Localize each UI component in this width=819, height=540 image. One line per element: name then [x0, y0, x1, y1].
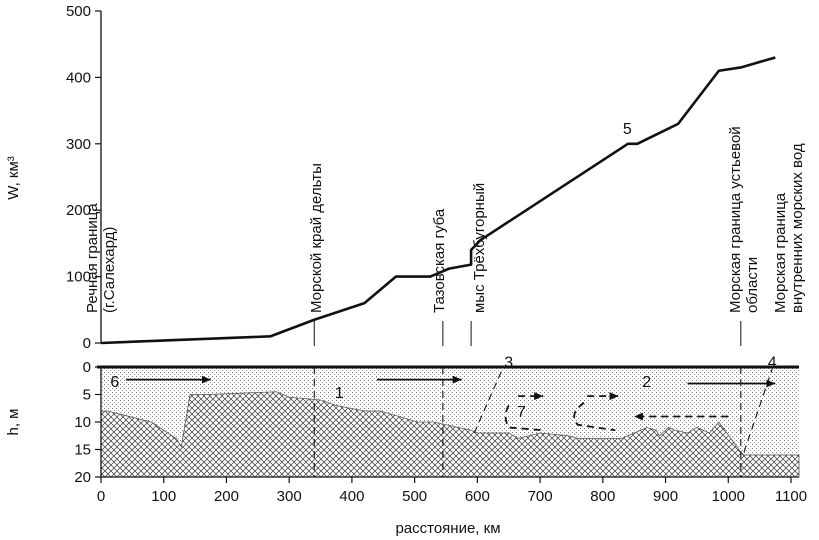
volume-y-tick-label: 0 [83, 335, 91, 352]
circulation-2 [573, 402, 616, 432]
depth-y-tick-label: 10 [74, 414, 91, 431]
distance-x-tick-label: 800 [590, 488, 615, 505]
volume-y-axis-label: W, км³ [5, 156, 22, 200]
volume-panel: 0 100 200 300 400 500 W, км³ Речная граница (г… [5, 3, 806, 352]
volume-series: 5 [100, 56, 776, 345]
depth-y-axis: 0 5 10 15 20 [74, 359, 101, 486]
boundary-label: области [744, 257, 761, 313]
region-label-2: 2 [642, 374, 651, 391]
region-label-1: 1 [335, 385, 344, 402]
boundary-label-group: мыс Трёхбугорный [471, 183, 488, 313]
boundary-label: (г.Салехард) [101, 227, 118, 313]
volume-y-tick-label: 500 [66, 3, 91, 20]
region-label-3: 3 [504, 355, 513, 372]
distance-x-tick-label: 1000 [712, 488, 745, 505]
depth-y-axis-label: h, м [5, 409, 22, 436]
volume-y-tick-label: 200 [66, 202, 91, 219]
series-label-5: 5 [623, 121, 632, 138]
distance-x-tick-label: 600 [465, 488, 490, 505]
volume-y-tick-label: 300 [66, 136, 91, 153]
distance-x-axis: 0 100 200 300 400 500 600 700 800 900 1000 1100 [97, 477, 807, 505]
riverbed-area [100, 391, 800, 478]
depth-y-tick-label: 20 [74, 469, 91, 486]
distance-x-tick-label: 500 [402, 488, 427, 505]
distance-x-tick-label: 400 [339, 488, 364, 505]
boundary-label: мыс Трёхбугорный [471, 183, 488, 313]
region-label-7: 7 [517, 404, 526, 421]
distance-x-tick-label: 300 [277, 488, 302, 505]
region-labels: 1 2 3 4 6 7 [110, 355, 776, 422]
boundary-label: внутренних морских вод [789, 143, 806, 313]
depth-y-tick-label: 15 [74, 442, 91, 459]
boundary-label: Тазовская губа [431, 208, 448, 313]
distance-x-tick-label: 1100 [775, 488, 807, 505]
depth-y-tick-label: 5 [83, 387, 91, 404]
distance-x-tick-label: 0 [97, 488, 105, 505]
region-label-4: 4 [768, 355, 777, 372]
circulation-7 [504, 405, 544, 432]
boundary-lines: Речная граница (г.Салехард) Морской край д… [84, 126, 806, 346]
boundary-label: Морская граница [772, 192, 789, 313]
boundary-label: Речная граница [84, 203, 101, 313]
distance-x-tick-label: 100 [151, 488, 176, 505]
boundary-label: Морской край дельты [308, 163, 325, 313]
distance-x-tick-label: 900 [653, 488, 678, 505]
distance-x-tick-label: 700 [528, 488, 553, 505]
volume-y-axis: 0 100 200 300 400 500 [66, 3, 102, 352]
boundary-label-group: Морская граница внутренних морских вод [772, 143, 806, 313]
depth-panel: 0 5 10 15 20 0 100 200 300 400 500 600 700 800 900 100… [5, 355, 807, 538]
boundary-label-group: Тазовская губа [431, 208, 448, 313]
depth-y-tick-label: 0 [83, 359, 91, 376]
distance-x-axis-label: расстояние, км [395, 520, 500, 537]
boundary-label-group: Морской край дельты [308, 163, 325, 313]
region-label-6: 6 [110, 374, 119, 391]
flow-arrows [126, 375, 776, 432]
volume-line [100, 56, 776, 345]
boundary-label: Морская граница устьевой [727, 126, 744, 313]
boundary-label-group: Речная граница (г.Салехард) [84, 203, 118, 313]
distance-x-tick-label: 200 [214, 488, 239, 505]
boundary-label-group: Морская граница устьевой области [727, 126, 761, 313]
volume-y-tick-label: 400 [66, 69, 91, 86]
volume-y-tick-label: 100 [66, 269, 91, 286]
